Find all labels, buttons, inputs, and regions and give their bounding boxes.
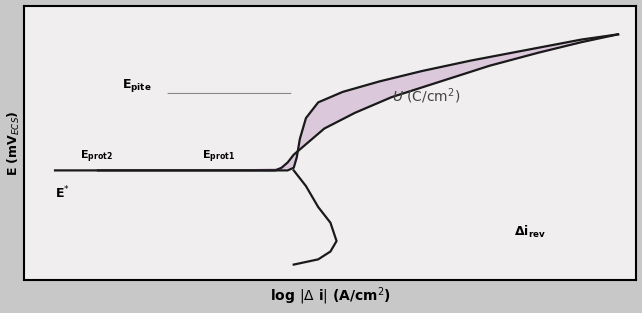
- Text: $\mathbf{E}_{\mathbf{prot1}}$: $\mathbf{E}_{\mathbf{prot1}}$: [202, 149, 235, 165]
- Y-axis label: E (mV$_{ECS}$): E (mV$_{ECS}$): [6, 110, 22, 176]
- X-axis label: log $|\Delta$ i$|$ (A/cm$^2$): log $|\Delta$ i$|$ (A/cm$^2$): [270, 286, 391, 307]
- Text: $\mathbf{E}_{\mathbf{pite}}$: $\mathbf{E}_{\mathbf{pite}}$: [123, 77, 152, 94]
- Text: $\it{U}$ (C/cm$^2$): $\it{U}$ (C/cm$^2$): [392, 87, 460, 106]
- Polygon shape: [239, 34, 618, 170]
- Text: $\mathbf{E}^{*}$: $\mathbf{E}^{*}$: [55, 184, 70, 201]
- Text: $\mathbf{\Delta i_{rev}}$: $\mathbf{\Delta i_{rev}}$: [514, 224, 546, 240]
- Text: $\mathbf{E}_{\mathbf{prot2}}$: $\mathbf{E}_{\mathbf{prot2}}$: [80, 149, 112, 165]
